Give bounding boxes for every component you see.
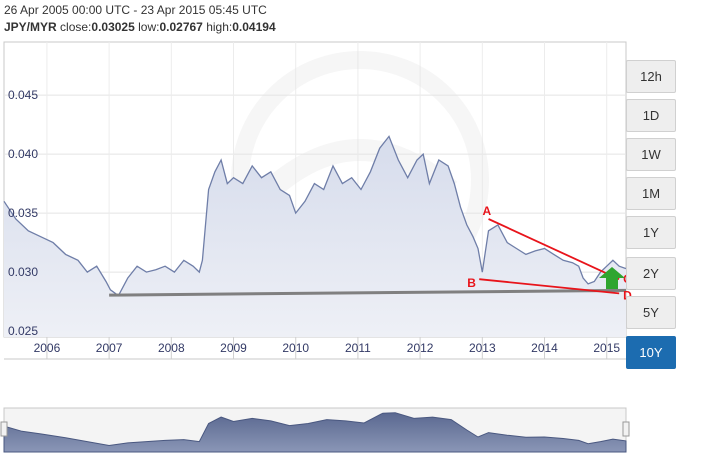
quote-summary: JPY/MYR close:0.03025 low:0.02767 high:0… [4, 20, 276, 34]
annotation-label-a: A [483, 204, 492, 218]
support-line [109, 288, 627, 297]
y-tick-label: 0.025 [8, 324, 38, 338]
range-button-1w[interactable]: 1W [626, 138, 676, 171]
x-tick-label: 2006 [34, 341, 61, 355]
y-tick-label: 0.035 [8, 206, 38, 220]
x-tick-label: 2013 [469, 341, 496, 355]
navigator-series [3, 412, 627, 453]
x-tick-label: 2011 [345, 341, 371, 355]
y-tick-label: 0.040 [8, 147, 38, 161]
price-area [3, 135, 627, 337]
high-value: 0.04194 [232, 20, 276, 34]
x-tick-label: 2012 [407, 341, 434, 355]
y-tick-label: 0.030 [8, 265, 38, 279]
y-tick-label: 0.045 [8, 88, 38, 102]
x-tick-label: 2008 [158, 341, 185, 355]
range-button-10y[interactable]: 10Y [626, 336, 676, 369]
up-arrow-icon [599, 267, 625, 289]
annotation-label-b: B [467, 276, 476, 290]
trendline-AC [488, 218, 620, 280]
low-value: 0.02767 [159, 20, 203, 34]
pair-label: JPY/MYR [4, 20, 57, 34]
navigator-handle-right[interactable] [622, 421, 630, 437]
support-line-stroke [109, 288, 627, 297]
high-label: high: [206, 20, 233, 34]
close-label: close: [60, 20, 92, 34]
x-tick-label: 2009 [220, 341, 247, 355]
x-tick-label: 2010 [282, 341, 309, 355]
x-axis-ticks: 2006 2007 2008 2009 2010 2011 2012 2013 2014 2015 [4, 337, 626, 360]
range-button-1m[interactable]: 1M [626, 177, 676, 210]
close-value: 0.03025 [91, 20, 135, 34]
range-button-2y[interactable]: 2Y [626, 257, 676, 290]
range-button-12h[interactable]: 12h [626, 60, 676, 93]
date-range-text: 26 Apr 2005 00:00 UTC - 23 Apr 2015 05:4… [4, 3, 267, 17]
x-tick-label: 2014 [531, 341, 558, 355]
y-axis-ticks: 0.025 0.030 0.035 0.040 0.045 [8, 88, 38, 338]
trendline-BD [479, 278, 620, 295]
low-label: low: [138, 20, 160, 34]
navigator-handle-left[interactable] [0, 421, 8, 437]
x-tick-label: 2015 [593, 341, 620, 355]
x-tick-label: 2007 [96, 341, 123, 355]
range-button-1d[interactable]: 1D [626, 99, 676, 132]
navigator[interactable] [0, 407, 630, 453]
range-button-5y[interactable]: 5Y [626, 296, 676, 329]
annotation-label-d: D [623, 288, 632, 302]
price-area-fill [4, 136, 626, 337]
price-line [3, 135, 627, 297]
range-button-1y[interactable]: 1Y [626, 216, 676, 249]
